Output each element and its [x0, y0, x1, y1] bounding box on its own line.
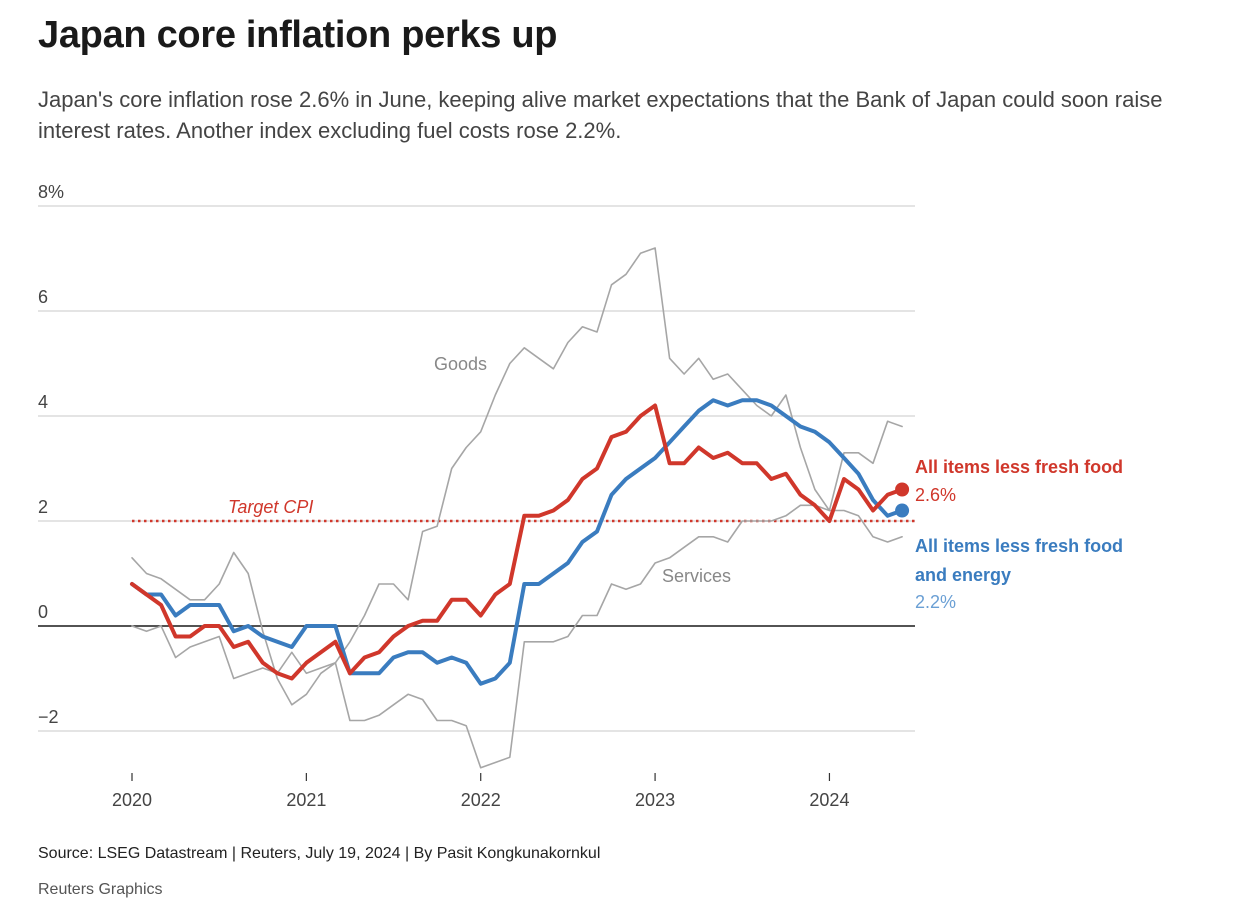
- x-tick-label: 2022: [461, 790, 501, 810]
- y-tick-label: 4: [38, 392, 48, 412]
- x-tick-label: 2021: [286, 790, 326, 810]
- y-tick-label: 6: [38, 287, 48, 307]
- y-tick-label: 2: [38, 497, 48, 517]
- all-items-less-fresh-foodline: [130, 403, 905, 681]
- label-layer: Target CPI Goods Services All items less fr…: [228, 354, 1123, 612]
- goodsline: [131, 247, 903, 706]
- y-tick-label: 0: [38, 602, 48, 622]
- source-credit: Source: LSEG Datastream | Reuters, July …: [38, 845, 601, 862]
- core-value-label: 2.6%: [915, 485, 956, 505]
- inflation-line-chart: 8% 6 4 2 0 −2 2020 2021 2022 2023 2024 Target CPI G…: [38, 182, 1123, 810]
- page-title: Japan core inflation perks up: [38, 14, 558, 56]
- core-series-label: All items less fresh food: [915, 457, 1123, 477]
- grid-layer: 8% 6 4 2 0 −2 2020 2021 2022 2023 2024: [38, 182, 915, 810]
- y-tick-label: 8%: [38, 182, 64, 202]
- core-energy-endpoint-marker: [895, 503, 910, 518]
- y-tick-label: −2: [38, 707, 59, 727]
- core-energy-series-label: All items less fresh food: [915, 536, 1123, 556]
- chart-subtitle: Japan's core inflation rose 2.6% in June…: [38, 87, 1163, 143]
- brand-credit: Reuters Graphics: [38, 881, 163, 898]
- x-tick-label: 2023: [635, 790, 675, 810]
- goods-label: Goods: [434, 354, 487, 374]
- services-label: Services: [662, 566, 731, 586]
- core-energy-value-label: 2.2%: [915, 592, 956, 612]
- all-items-less-fresh-food-and-energyline: [130, 398, 905, 686]
- x-tick-label: 2020: [112, 790, 152, 810]
- target-cpi-label: Target CPI: [228, 497, 313, 517]
- servicesline: [131, 504, 903, 769]
- series-layer: [130, 247, 910, 769]
- core-endpoint-marker: [895, 482, 910, 497]
- core-energy-series-label-line2: and energy: [915, 565, 1011, 585]
- x-tick-label: 2024: [809, 790, 849, 810]
